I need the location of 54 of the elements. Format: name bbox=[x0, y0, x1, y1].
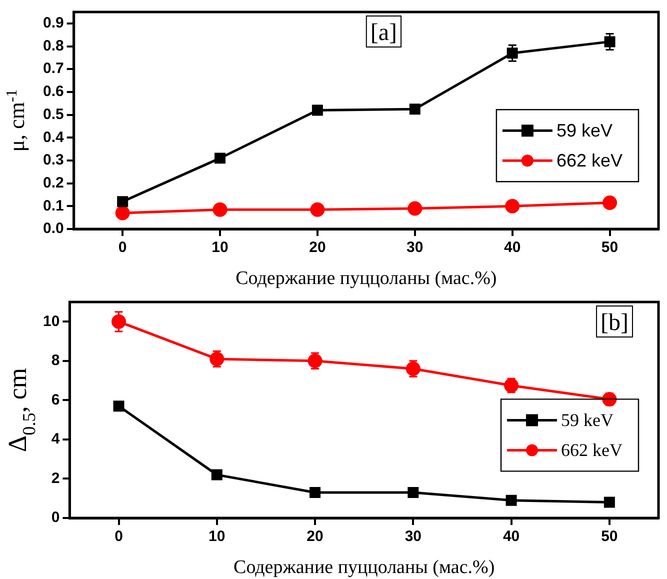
y-tick-label: 8 bbox=[51, 352, 60, 370]
x-tick-label: 0 bbox=[114, 528, 123, 546]
y-tick-label: 2 bbox=[51, 470, 60, 487]
point bbox=[604, 496, 615, 508]
point bbox=[310, 486, 321, 498]
y-tick-label: 4 bbox=[51, 430, 60, 448]
y-tick-label: 0.8 bbox=[42, 37, 64, 54]
x-tick-label: 40 bbox=[504, 239, 521, 256]
y-tick-label: 0.3 bbox=[42, 152, 64, 169]
point bbox=[115, 206, 130, 220]
x-tick-label: 50 bbox=[601, 239, 618, 256]
legend-label: 662 keV bbox=[561, 440, 623, 460]
x-tick-label: 10 bbox=[208, 528, 226, 546]
y-tick-label: 6 bbox=[51, 391, 60, 408]
y-tick-label: 10 bbox=[42, 312, 60, 330]
point bbox=[604, 36, 616, 48]
point bbox=[211, 469, 222, 480]
y-axis-title: μ, cm-1 bbox=[3, 89, 29, 152]
x-axis-title: Содержание пуццоланы (мас.%) bbox=[234, 557, 495, 578]
point bbox=[112, 314, 126, 329]
point bbox=[408, 486, 419, 498]
y-tick-label: 0.1 bbox=[42, 197, 64, 214]
point bbox=[310, 202, 325, 217]
y-tick-label: 0.7 bbox=[42, 60, 64, 78]
x-tick-label: 50 bbox=[601, 528, 618, 546]
annotation: [b] bbox=[600, 310, 628, 336]
x-tick-label: 30 bbox=[404, 528, 422, 546]
legend-label: 59 keV bbox=[561, 410, 614, 430]
y-tick-label: 0 bbox=[51, 509, 60, 526]
y-tick-label: 0.0 bbox=[42, 220, 64, 238]
x-tick-label: 20 bbox=[306, 528, 324, 546]
point bbox=[602, 392, 617, 406]
y-axis-title: Δ0.5, cm bbox=[3, 368, 40, 452]
y-tick-label: 0.9 bbox=[42, 14, 64, 32]
legend-label: 662 keV bbox=[556, 150, 623, 171]
point bbox=[506, 494, 517, 506]
annotation: [a] bbox=[370, 20, 398, 46]
point bbox=[408, 201, 422, 216]
y-tick-label: 0.2 bbox=[42, 174, 64, 192]
y-tick-label: 0.4 bbox=[42, 128, 64, 146]
x-tick-label: 20 bbox=[309, 239, 326, 256]
x-tick-label: 40 bbox=[502, 528, 520, 546]
x-axis-title: Содержание пуццоланы (мас.%) bbox=[236, 268, 497, 289]
point bbox=[212, 202, 228, 217]
x-tick-label: 30 bbox=[406, 239, 424, 256]
x-tick-label: 10 bbox=[212, 239, 228, 256]
x-tick-label: 0 bbox=[118, 239, 127, 256]
legend-label: 59 keV bbox=[556, 120, 612, 141]
point bbox=[506, 48, 518, 59]
point bbox=[505, 198, 520, 214]
point bbox=[113, 400, 124, 412]
y-tick-label: 0.6 bbox=[42, 83, 64, 100]
y-tick-label: 0.5 bbox=[42, 106, 64, 123]
point bbox=[602, 195, 618, 210]
